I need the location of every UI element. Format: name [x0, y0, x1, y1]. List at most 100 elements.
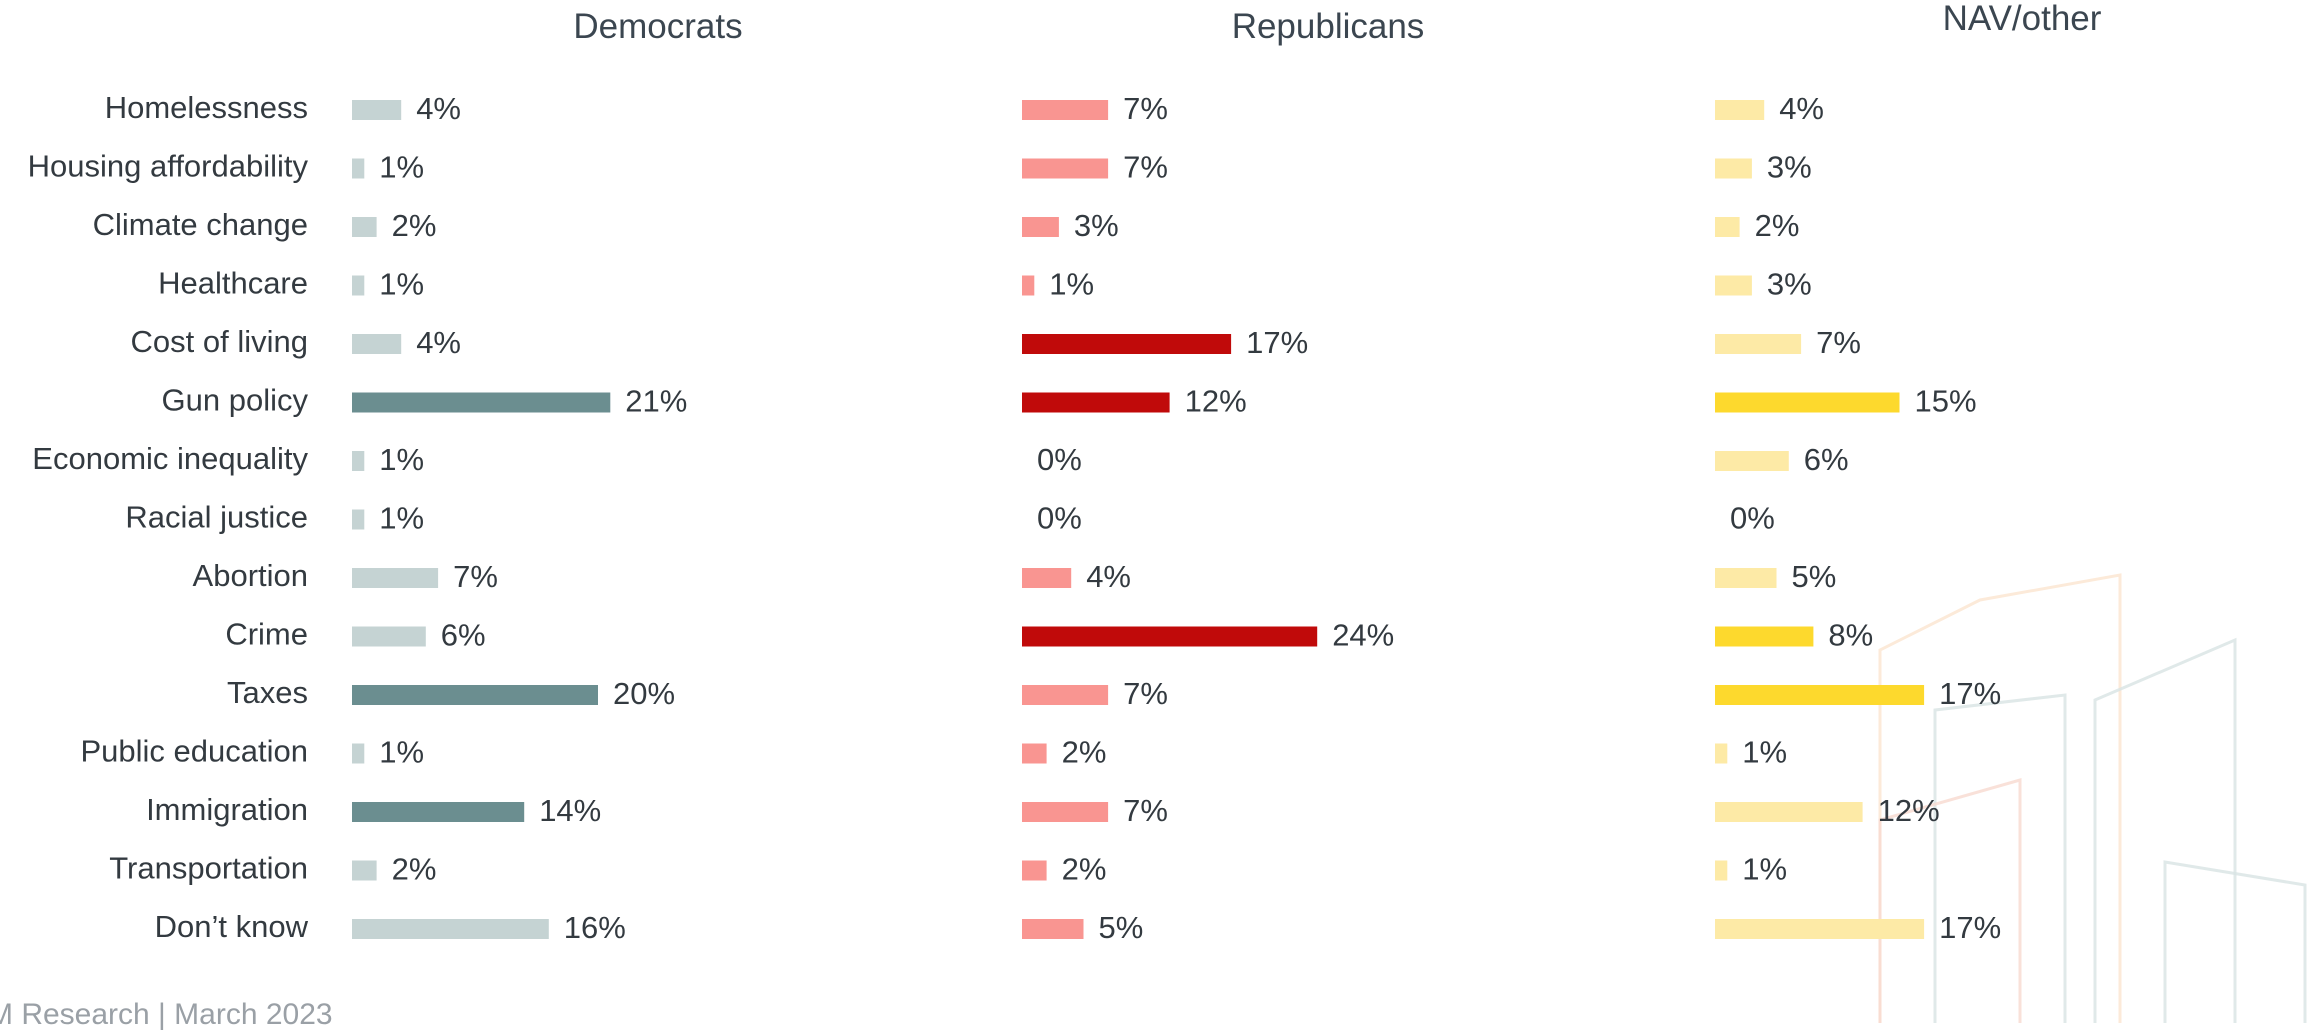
bar-healthcare [1715, 276, 1752, 296]
bar-immigration [1022, 802, 1108, 822]
value-label-homelessness: 4% [416, 91, 461, 126]
value-label-racial-justice: 0% [1730, 501, 1775, 536]
bar-cost-of-living [352, 334, 401, 354]
category-label-transportation: Transportation [109, 851, 308, 886]
bar-housing-affordability [352, 159, 364, 179]
source-note: M Research | March 2023 [0, 998, 333, 1032]
value-label-economic-inequality: 1% [379, 442, 424, 477]
bar-crime [352, 627, 426, 647]
value-label-taxes: 7% [1123, 676, 1168, 711]
bar-economic-inequality [352, 451, 364, 471]
bar-housing-affordability [1022, 159, 1108, 179]
value-label-public-education: 1% [1742, 735, 1787, 770]
value-label-gun-policy: 15% [1915, 384, 1977, 419]
bar-immigration [352, 802, 524, 822]
bar-public-education [352, 744, 364, 764]
bar-abortion [1022, 568, 1071, 588]
value-label-racial-justice: 1% [379, 501, 424, 536]
panel-nav-other: NAV/other4%3%2%3%7%15%6%0%5%8%17%1%12%1%… [1715, 0, 2102, 945]
category-label-taxes: Taxes [227, 675, 308, 710]
value-label-healthcare: 1% [1049, 267, 1094, 302]
bar-abortion [352, 568, 438, 588]
category-label-don-t-know: Don’t know [155, 909, 309, 944]
bar-taxes [352, 685, 598, 705]
bar-crime [1715, 627, 1813, 647]
value-label-don-t-know: 17% [1939, 910, 2001, 945]
value-label-racial-justice: 0% [1037, 501, 1082, 536]
category-label-crime: Crime [225, 617, 308, 652]
value-label-transportation: 1% [1742, 852, 1787, 887]
bar-don-t-know [1022, 919, 1084, 939]
bar-gun-policy [1022, 393, 1170, 413]
bar-homelessness [352, 100, 401, 120]
category-label-housing-affordability: Housing affordability [28, 149, 309, 184]
value-label-taxes: 17% [1939, 676, 2001, 711]
bar-cost-of-living [1715, 334, 1801, 354]
value-label-climate-change: 2% [392, 208, 437, 243]
bar-abortion [1715, 568, 1777, 588]
bar-homelessness [1022, 100, 1108, 120]
value-label-healthcare: 1% [379, 267, 424, 302]
bar-taxes [1022, 685, 1108, 705]
bar-homelessness [1715, 100, 1764, 120]
value-label-immigration: 14% [539, 793, 601, 828]
value-label-immigration: 7% [1123, 793, 1168, 828]
bar-public-education [1715, 744, 1727, 764]
bar-climate-change [352, 217, 377, 237]
bar-don-t-know [352, 919, 549, 939]
bar-cost-of-living [1022, 334, 1231, 354]
value-label-climate-change: 2% [1755, 208, 1800, 243]
category-label-public-education: Public education [81, 734, 309, 769]
value-label-gun-policy: 21% [625, 384, 687, 419]
panel-title: NAV/other [1943, 0, 2102, 38]
value-label-abortion: 5% [1792, 559, 1837, 594]
value-label-abortion: 4% [1086, 559, 1131, 594]
bar-transportation [352, 861, 377, 881]
value-label-homelessness: 7% [1123, 91, 1168, 126]
panel-democrats: Democrats Homelessness 4% Housing affordabi… [28, 7, 743, 945]
panel-title: Democrats [573, 7, 742, 46]
value-label-don-t-know: 16% [564, 910, 626, 945]
value-label-housing-affordability: 3% [1767, 150, 1812, 185]
bar-public-education [1022, 744, 1047, 764]
value-label-transportation: 2% [392, 852, 437, 887]
value-label-homelessness: 4% [1779, 91, 1824, 126]
bar-racial-justice [352, 510, 364, 530]
bar-housing-affordability [1715, 159, 1752, 179]
category-label-gun-policy: Gun policy [162, 383, 309, 418]
bar-transportation [1022, 861, 1047, 881]
bar-crime [1022, 627, 1317, 647]
bar-gun-policy [1715, 393, 1900, 413]
value-label-cost-of-living: 4% [416, 325, 461, 360]
bar-healthcare [352, 276, 364, 296]
value-label-economic-inequality: 6% [1804, 442, 1849, 477]
bar-don-t-know [1715, 919, 1924, 939]
value-label-healthcare: 3% [1767, 267, 1812, 302]
bar-taxes [1715, 685, 1924, 705]
decorative-building-outline [1880, 575, 2305, 1023]
value-label-housing-affordability: 7% [1123, 150, 1168, 185]
bar-transportation [1715, 861, 1727, 881]
category-label-economic-inequality: Economic inequality [32, 441, 308, 476]
value-label-housing-affordability: 1% [379, 150, 424, 185]
value-label-taxes: 20% [613, 676, 675, 711]
value-label-abortion: 7% [453, 559, 498, 594]
value-label-crime: 8% [1828, 618, 1873, 653]
value-label-cost-of-living: 17% [1246, 325, 1308, 360]
panel-republicans: Republicans7%7%3%1%17%12%0%0%4%24%7%2%7%… [1022, 7, 1424, 945]
value-label-don-t-know: 5% [1099, 910, 1144, 945]
bar-gun-policy [352, 393, 610, 413]
category-label-climate-change: Climate change [93, 207, 308, 242]
value-label-cost-of-living: 7% [1816, 325, 1861, 360]
value-label-immigration: 12% [1878, 793, 1940, 828]
category-label-homelessness: Homelessness [105, 90, 308, 125]
category-label-healthcare: Healthcare [158, 266, 308, 301]
value-label-gun-policy: 12% [1185, 384, 1247, 419]
value-label-climate-change: 3% [1074, 208, 1119, 243]
value-label-crime: 24% [1332, 618, 1394, 653]
category-label-cost-of-living: Cost of living [131, 324, 308, 359]
category-label-racial-justice: Racial justice [125, 500, 308, 535]
bar-climate-change [1715, 217, 1740, 237]
value-label-economic-inequality: 0% [1037, 442, 1082, 477]
